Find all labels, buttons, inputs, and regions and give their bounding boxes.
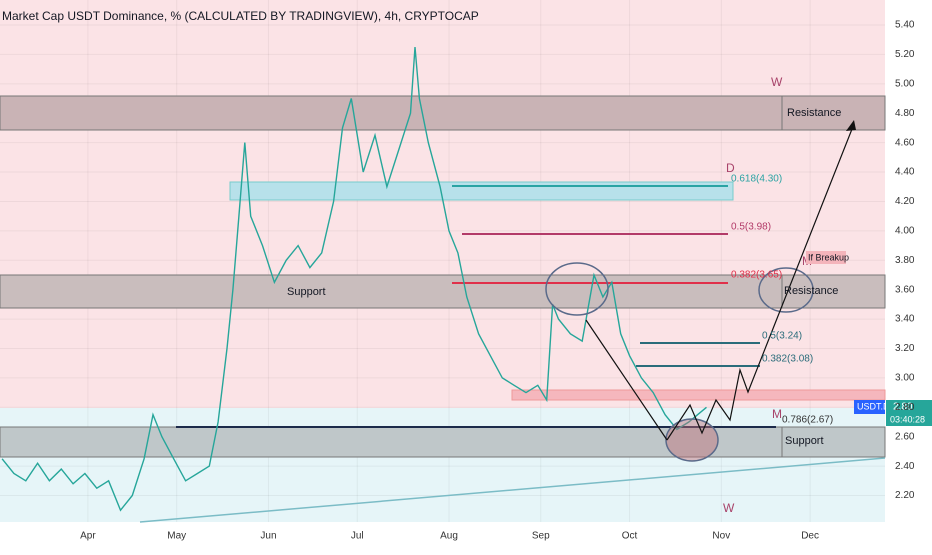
bg-lower <box>0 408 885 522</box>
countdown: 03:40:28 <box>890 414 925 424</box>
x-tick-label: Oct <box>622 531 638 542</box>
symbol-label: USDT.D <box>857 401 890 411</box>
annotation: D <box>726 161 735 175</box>
y-tick-label: 2.60 <box>895 431 915 442</box>
circle <box>665 418 719 462</box>
y-tick-label: 3.60 <box>895 284 915 295</box>
symbol-box <box>854 400 885 414</box>
fib-label: 0.5(3.24) <box>762 331 802 342</box>
trendline <box>139 457 886 523</box>
annotation: W <box>771 75 783 89</box>
y-tick-label: 4.60 <box>895 137 915 148</box>
bg-upper <box>0 0 885 408</box>
annotation: Resistance <box>784 285 838 297</box>
x-tick-label: Dec <box>801 531 819 542</box>
fib-label: 0.618(4.30) <box>731 174 782 185</box>
x-tick-label: Jul <box>351 531 364 542</box>
y-tick-label: 4.80 <box>895 108 915 119</box>
circle <box>758 267 814 313</box>
annotation: W <box>723 501 735 515</box>
y-tick-label: 3.00 <box>895 373 915 384</box>
path-arrow <box>666 123 855 441</box>
annotation: M <box>772 407 782 421</box>
annotation: If Breakup <box>808 252 849 262</box>
x-tick-label: Jun <box>260 531 276 542</box>
y-tick-label: 3.40 <box>895 314 915 325</box>
time-axis <box>0 522 885 550</box>
y-tick-label: 2.20 <box>895 490 915 501</box>
y-tick-label: 3.20 <box>895 343 915 354</box>
y-tick-label: 5.20 <box>895 49 915 60</box>
y-tick-label: 4.20 <box>895 196 915 207</box>
price-line <box>1 47 707 512</box>
x-tick-label: Aug <box>440 531 458 542</box>
annotation: Support <box>287 286 326 298</box>
resistance-zone <box>0 274 886 309</box>
support-zone <box>0 426 886 458</box>
resistance-zone <box>0 95 886 131</box>
y-tick-label: 4.00 <box>895 225 915 236</box>
price-box <box>886 400 932 426</box>
last-price: 2.80 <box>893 402 913 413</box>
x-tick-label: Sep <box>532 531 550 542</box>
x-tick-label: Apr <box>80 531 96 542</box>
y-tick-label: 2.40 <box>895 461 915 472</box>
circle <box>545 262 609 316</box>
fib-label: 0.786(2.67) <box>782 415 833 426</box>
pink-zone <box>511 389 886 401</box>
x-tick-label: May <box>167 531 186 542</box>
arrow-head <box>846 120 856 131</box>
annotation: Support <box>785 435 824 447</box>
chart-title: Market Cap USDT Dominance, % (CALCULATED… <box>2 9 479 23</box>
y-tick-label: 5.40 <box>895 20 915 31</box>
fib-label: 0.382(3.65) <box>731 270 782 281</box>
arrow <box>585 319 668 441</box>
y-tick-label: 3.80 <box>895 255 915 266</box>
y-tick-label: 5.00 <box>895 78 915 89</box>
y-tick-label: 4.40 <box>895 167 915 178</box>
label-box <box>806 251 846 264</box>
price-axis <box>885 0 932 550</box>
fib-label: 0.5(3.98) <box>731 222 771 233</box>
cyan-zone <box>229 181 734 201</box>
x-tick-label: Nov <box>712 531 730 542</box>
fib-label: 0.382(3.08) <box>762 354 813 365</box>
annotation: Resistance <box>787 107 841 119</box>
y-tick-label: 2.80 <box>895 402 915 413</box>
